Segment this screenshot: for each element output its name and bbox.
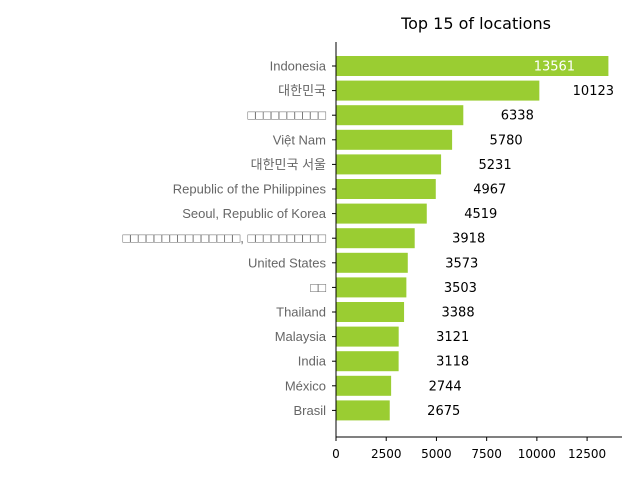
bar: [336, 228, 415, 249]
bar: [336, 129, 453, 150]
x-tick-label: 2500: [371, 447, 402, 461]
category-label: Thailand: [276, 305, 326, 320]
category-label: □□: [310, 280, 326, 295]
category-label: Malaysia: [275, 329, 327, 344]
value-label: 3503: [444, 281, 477, 296]
category-label: 대한민국 서울: [251, 157, 326, 172]
category-label: Indonesia: [270, 59, 327, 74]
category-label: México: [285, 378, 326, 393]
value-label: 3121: [436, 330, 469, 345]
value-label: 4967: [473, 183, 506, 198]
bars-group: 13561 10123 6338 5780 5231 4967 4519 3918 3573 35…: [336, 56, 614, 421]
bar: [336, 326, 399, 347]
value-label: 2744: [429, 379, 462, 394]
value-label: 6338: [501, 109, 534, 124]
value-label: 3573: [445, 256, 478, 271]
bar: [336, 400, 390, 421]
bar: [336, 203, 427, 224]
category-label: Brasil: [293, 403, 326, 418]
value-label: 3118: [436, 355, 469, 370]
x-tick-label: 12500: [568, 447, 606, 461]
chart-title: Top 15 of locations: [400, 14, 551, 33]
value-label: 13561: [534, 60, 575, 75]
value-label: 3388: [442, 306, 475, 321]
x-tick-label: 5000: [421, 447, 452, 461]
bar: [336, 80, 540, 101]
category-label: Seoul, Republic of Korea: [182, 206, 327, 221]
value-label: 10123: [573, 84, 614, 99]
category-label: United States: [248, 255, 327, 270]
value-label: 2675: [427, 404, 460, 419]
bar: [336, 179, 436, 199]
bar: [336, 351, 399, 372]
value-label: 4519: [464, 207, 497, 222]
x-tick-label: 10000: [518, 447, 556, 461]
category-label: □□□□□□□□□□: [247, 108, 326, 123]
x-tick-label: 7500: [471, 447, 502, 461]
bar: [336, 302, 405, 322]
category-label: Việt Nam: [273, 132, 326, 147]
category-label: □□□□□□□□□□□□□□□, □□□□□□□□□□: [122, 231, 326, 246]
value-label: 5780: [490, 133, 523, 148]
bar: [336, 277, 407, 298]
category-label: 대한민국: [278, 83, 326, 98]
bar: [336, 154, 442, 175]
bar: [336, 105, 464, 126]
category-label: India: [298, 354, 327, 369]
x-tick-label: 0: [332, 447, 340, 461]
value-label: 3918: [452, 232, 485, 247]
bar: [336, 252, 408, 273]
bar: [336, 56, 609, 76]
category-label: Republic of the Philippines: [173, 182, 327, 197]
axes-group: Indonesia 대한민국 □□□□□□□□□□ Việt Nam 대한민국 서울 Re…: [122, 42, 622, 461]
value-label: 5231: [479, 158, 512, 173]
bar: [336, 375, 392, 396]
